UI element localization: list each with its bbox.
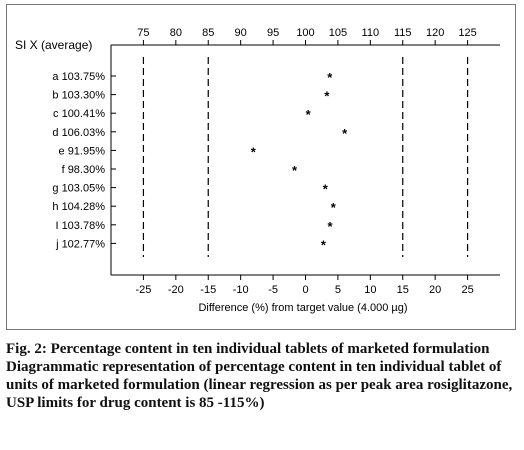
bottom-tick-label: -5 xyxy=(268,284,278,296)
row-label: b 103.30% xyxy=(52,90,105,102)
row-label: f 98.30% xyxy=(62,164,106,176)
row-label: g 103.05% xyxy=(52,183,105,195)
caption-title: Fig. 2: Percentage content in ten indivi… xyxy=(6,341,490,357)
top-tick-label: 75 xyxy=(137,27,149,39)
top-tick-label: 90 xyxy=(235,27,247,39)
row-label: I 103.78% xyxy=(55,220,105,232)
x-axis-label: Difference (%) from target value (4.000 … xyxy=(198,302,407,314)
data-point: * xyxy=(323,182,329,197)
bottom-tick-label: 25 xyxy=(461,284,473,296)
row-label: e 91.95% xyxy=(59,145,106,157)
top-tick-label: 120 xyxy=(426,27,444,39)
bottom-tick-label: 10 xyxy=(364,284,376,296)
chart-frame: SI X (average) 75 80 85 90 95 100 105 110 115 120 1… xyxy=(6,4,516,330)
bottom-tick-label: 15 xyxy=(397,284,409,296)
row-label: a 103.75% xyxy=(52,71,105,83)
data-point: * xyxy=(251,144,257,159)
bottom-tick-label: -15 xyxy=(200,284,216,296)
data-point: * xyxy=(292,163,298,178)
top-tick-label: 100 xyxy=(296,27,314,39)
top-tick-label: 125 xyxy=(458,27,476,39)
data-point: * xyxy=(321,237,327,252)
bottom-tick-label: 20 xyxy=(429,284,441,296)
row-label: j 102.77% xyxy=(55,238,105,250)
bottom-tick-label: 5 xyxy=(335,284,341,296)
bottom-tick-label: 0 xyxy=(302,284,308,296)
row-label: d 106.03% xyxy=(52,127,105,139)
top-tick-label: 115 xyxy=(394,27,412,39)
data-point: * xyxy=(327,70,333,85)
top-tick-label: 80 xyxy=(170,27,182,39)
top-tick-label: 110 xyxy=(362,27,380,39)
data-point: * xyxy=(324,89,330,104)
row-label: c 100.41% xyxy=(53,108,105,120)
caption-description: Diagrammatic representation of percentag… xyxy=(6,359,513,411)
top-tick-label: 105 xyxy=(329,27,347,39)
row-label: h 104.28% xyxy=(52,201,105,213)
top-tick-label: 85 xyxy=(202,27,214,39)
y-axis-title: SI X (average) xyxy=(15,38,92,52)
scatter-plot: SI X (average)75 80 85 90 95 100 105 110 115 120 1… xyxy=(15,27,500,314)
bottom-tick-label: -20 xyxy=(168,284,184,296)
figure-caption: Fig. 2: Percentage content in ten indivi… xyxy=(6,340,518,412)
data-point: * xyxy=(306,107,312,122)
data-point: * xyxy=(331,200,337,215)
bottom-tick-label: -10 xyxy=(233,284,249,296)
data-point: * xyxy=(327,219,333,234)
top-tick-label: 95 xyxy=(267,27,279,39)
data-point: * xyxy=(342,126,348,141)
bottom-tick-label: -25 xyxy=(135,284,151,296)
